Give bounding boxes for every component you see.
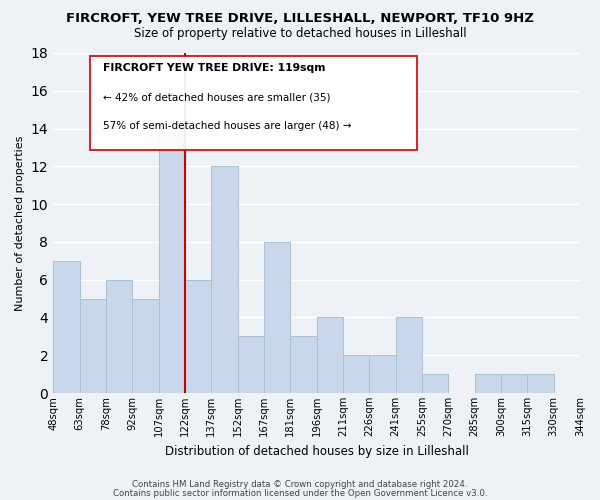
Bar (501, 374, 527, 393)
Bar (185, 280, 211, 393)
Text: Contains public sector information licensed under the Open Government Licence v3: Contains public sector information licen… (113, 490, 487, 498)
Text: 57% of semi-detached houses are larger (48) →: 57% of semi-detached houses are larger (… (103, 121, 352, 131)
Bar (290, 336, 317, 393)
Bar (343, 355, 369, 393)
Bar (527, 374, 554, 393)
Bar (475, 374, 501, 393)
Bar (158, 128, 185, 393)
Bar (211, 166, 238, 393)
Bar (80, 298, 106, 393)
Bar (422, 374, 448, 393)
Text: Size of property relative to detached houses in Lilleshall: Size of property relative to detached ho… (134, 28, 466, 40)
Text: Contains HM Land Registry data © Crown copyright and database right 2024.: Contains HM Land Registry data © Crown c… (132, 480, 468, 489)
Text: FIRCROFT, YEW TREE DRIVE, LILLESHALL, NEWPORT, TF10 9HZ: FIRCROFT, YEW TREE DRIVE, LILLESHALL, NE… (66, 12, 534, 26)
Text: FIRCROFT YEW TREE DRIVE: 119sqm: FIRCROFT YEW TREE DRIVE: 119sqm (103, 63, 326, 73)
Text: ← 42% of detached houses are smaller (35): ← 42% of detached houses are smaller (35… (103, 92, 331, 102)
Bar (264, 242, 290, 393)
Bar (369, 355, 395, 393)
X-axis label: Distribution of detached houses by size in Lilleshall: Distribution of detached houses by size … (164, 444, 469, 458)
Bar (53, 261, 80, 393)
Bar (106, 280, 132, 393)
Bar (317, 318, 343, 393)
FancyBboxPatch shape (90, 56, 416, 150)
Bar (132, 298, 158, 393)
Bar (395, 318, 422, 393)
Bar (238, 336, 264, 393)
Y-axis label: Number of detached properties: Number of detached properties (15, 136, 25, 310)
